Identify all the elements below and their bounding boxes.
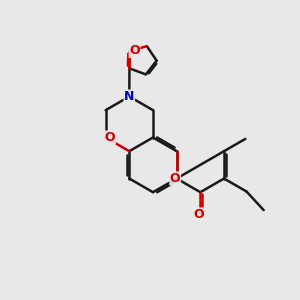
Text: O: O — [105, 131, 116, 144]
Text: O: O — [170, 172, 181, 185]
Text: N: N — [124, 90, 134, 103]
Text: O: O — [194, 208, 204, 221]
Text: O: O — [129, 44, 140, 58]
